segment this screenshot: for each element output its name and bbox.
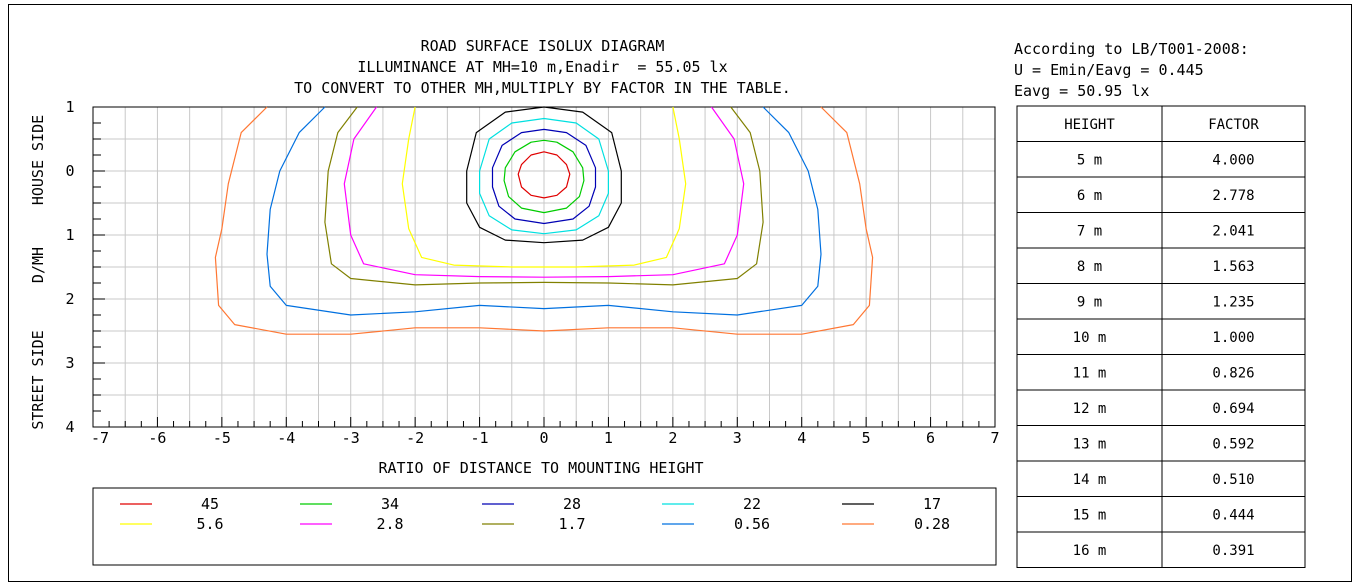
legend-label: 0.56 — [734, 515, 770, 533]
standard-line-3: Eavg = 50.95 lx — [1014, 82, 1150, 100]
legend-label: 2.8 — [376, 515, 403, 533]
x-tick-label: 1 — [604, 429, 613, 447]
contour-5.6 — [401, 106, 687, 268]
x-tick-label: -2 — [406, 429, 424, 447]
diagram-frame — [8, 4, 1352, 582]
y-axis-label: D/MH — [29, 247, 47, 283]
y-tick-label: 2 — [65, 290, 74, 308]
contour-1.7 — [324, 106, 764, 286]
x-tick-label: -4 — [277, 429, 295, 447]
x-tick-label: -6 — [148, 429, 166, 447]
table-cell-height: 13 m — [1073, 436, 1107, 452]
table-cell-factor: 1.235 — [1212, 294, 1254, 310]
x-tick-label: -1 — [471, 429, 489, 447]
x-tick-label: 6 — [926, 429, 935, 447]
y-axis-label: HOUSE SIDE — [29, 115, 47, 205]
x-tick-label: -5 — [213, 429, 231, 447]
table-cell-factor: 0.694 — [1212, 401, 1254, 417]
y-tick-label: 0 — [65, 162, 74, 180]
legend-label: 5.6 — [196, 515, 223, 533]
table-cell-height: 11 m — [1073, 365, 1107, 381]
x-tick-label: -7 — [91, 429, 109, 447]
y-tick-label: 4 — [65, 418, 74, 436]
x-tick-label: 2 — [668, 429, 677, 447]
legend-box — [92, 487, 997, 566]
x-tick-label: 5 — [862, 429, 871, 447]
table-cell-height: 12 m — [1073, 401, 1107, 417]
table-cell-factor: 0.391 — [1212, 543, 1254, 559]
table-header-height: HEIGHT — [1064, 117, 1115, 133]
chart-title: ROAD SURFACE ISOLUX DIAGRAM — [420, 37, 665, 55]
table-cell-factor: 1.563 — [1212, 259, 1254, 275]
chart-subtitle: ILLUMINANCE AT MH=10 m,Enadir = 55.05 lx — [357, 58, 728, 76]
contour-0.28 — [214, 106, 874, 335]
table-cell-height: 6 m — [1077, 188, 1102, 204]
x-tick-label: 3 — [733, 429, 742, 447]
legend-label: 17 — [923, 495, 941, 513]
table-cell-height: 16 m — [1073, 543, 1107, 559]
table-cell-height: 8 m — [1077, 259, 1102, 275]
standard-line-2: U = Emin/Eavg = 0.445 — [1014, 61, 1204, 79]
table-cell-factor: 0.510 — [1212, 472, 1254, 488]
table-cell-height: 14 m — [1073, 472, 1107, 488]
y-tick-label: 1 — [65, 98, 74, 116]
contour-2.8 — [343, 106, 745, 278]
y-tick-label: 3 — [65, 354, 74, 372]
legend-label: 45 — [201, 495, 219, 513]
x-tick-label: 0 — [539, 429, 548, 447]
x-axis-label: RATIO OF DISTANCE TO MOUNTING HEIGHT — [378, 459, 703, 477]
contour-28 — [491, 128, 597, 225]
x-tick-label: 7 — [990, 429, 999, 447]
table-cell-height: 5 m — [1077, 152, 1102, 168]
table-cell-height: 9 m — [1077, 294, 1102, 310]
legend-label: 34 — [381, 495, 399, 513]
x-tick-label: 4 — [797, 429, 806, 447]
contour-0.56 — [266, 106, 822, 316]
x-tick-label: -3 — [342, 429, 360, 447]
contour-45 — [517, 151, 571, 199]
contour-17 — [466, 106, 622, 244]
legend-label: 22 — [743, 495, 761, 513]
contour-34 — [503, 139, 585, 214]
standard-line-1: According to LB/T001-2008: — [1014, 40, 1249, 58]
table-cell-factor: 2.778 — [1212, 188, 1254, 204]
table-cell-factor: 0.592 — [1212, 436, 1254, 452]
legend-label: 0.28 — [914, 515, 950, 533]
table-cell-factor: 0.826 — [1212, 365, 1254, 381]
contour-22 — [479, 117, 610, 235]
table-cell-factor: 4.000 — [1212, 152, 1254, 168]
table-cell-height: 10 m — [1073, 330, 1107, 346]
table-header-factor: FACTOR — [1208, 117, 1259, 133]
table-cell-factor: 2.041 — [1212, 223, 1254, 239]
legend-label: 1.7 — [558, 515, 585, 533]
chart-note: TO CONVERT TO OTHER MH,MULTIPLY BY FACTO… — [294, 79, 791, 97]
table-cell-factor: 0.444 — [1212, 507, 1254, 523]
table-cell-factor: 1.000 — [1212, 330, 1254, 346]
table-cell-height: 7 m — [1077, 223, 1102, 239]
y-axis-label: STREET SIDE — [29, 330, 47, 429]
factor-table — [1016, 105, 1306, 568]
y-tick-label: 1 — [65, 226, 74, 244]
table-cell-height: 15 m — [1073, 507, 1107, 523]
legend-label: 28 — [563, 495, 581, 513]
